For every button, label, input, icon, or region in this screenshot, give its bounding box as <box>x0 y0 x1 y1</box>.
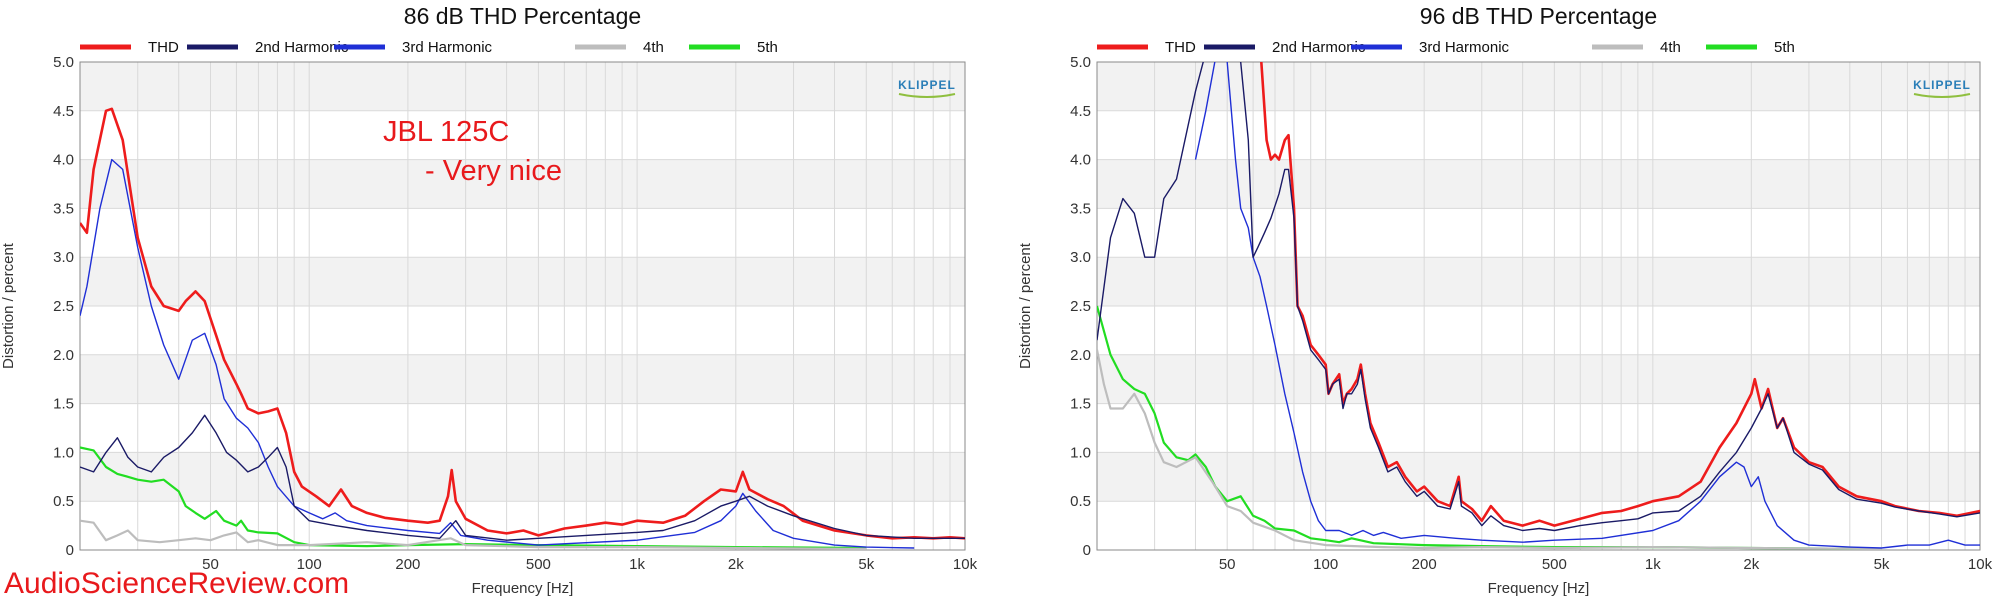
y-tick-label: 4.0 <box>1070 152 1091 169</box>
x-tick-label: 5k <box>1874 556 1890 573</box>
klippel-logo-swoosh <box>898 93 956 98</box>
x-tick-label: 1k <box>1645 556 1661 573</box>
legend-label: THD <box>1165 39 1196 56</box>
x-tick-label: 200 <box>1412 556 1437 573</box>
x-tick-label: 1k <box>629 556 645 573</box>
site-watermark: AudioScienceReview.com <box>4 567 350 600</box>
grid <box>1096 61 1981 551</box>
x-tick-label: 2k <box>1743 556 1759 573</box>
klippel-logo: KLIPPEL <box>1913 78 1971 98</box>
y-tick-label: 2.5 <box>53 298 74 315</box>
background-band <box>80 62 965 111</box>
background-band <box>1097 354 1980 404</box>
background-band <box>80 159 965 209</box>
y-tick-label: 4.5 <box>1070 103 1091 120</box>
series-line-4th <box>1097 349 1882 550</box>
chart-title: 86 dB THD Percentage <box>404 3 641 29</box>
legend-label: 3rd Harmonic <box>1419 39 1510 56</box>
plot-frame <box>79 61 966 551</box>
series-group <box>1097 62 1980 550</box>
series-line-3rd-harmonic <box>1194 62 1980 549</box>
annotation-line: JBL 125C <box>383 116 509 148</box>
x-tick-label: 100 <box>297 556 322 573</box>
legend: THD 2nd Harmonic 3rd Harmonic 4th 5th <box>1097 39 1795 56</box>
legend: THD 2nd Harmonic 3rd Harmonic 4th 5th <box>80 39 778 56</box>
y-tick-label: 3.0 <box>1070 249 1091 266</box>
y-tick-label: 1.5 <box>1070 396 1091 413</box>
chart-left: 0 0.5 1.0 1.5 2.0 2.5 3.0 3.5 4.0 4.5 5.0 50 100 200 5… <box>0 3 978 597</box>
y-tick-label: 5.0 <box>53 54 74 71</box>
y-tick-label: 1.5 <box>53 396 74 413</box>
x-tick-label: 2k <box>728 556 744 573</box>
series-line-thd <box>80 107 965 540</box>
x-tick-label: 50 <box>1219 556 1236 573</box>
chart-title: 96 dB THD Percentage <box>1420 3 1657 29</box>
y-tick-label: 0.5 <box>1070 493 1091 510</box>
x-tick-label: 50 <box>202 556 219 573</box>
x-tick-label: 500 <box>526 556 551 573</box>
x-axis-label: Frequency [Hz] <box>1488 580 1590 597</box>
series-line-thd <box>1260 62 1980 527</box>
series-line-2nd-harmonic <box>80 414 965 541</box>
background-band <box>80 452 965 502</box>
background-band <box>80 354 965 404</box>
y-axis-label: Distortion / percent <box>0 242 17 369</box>
legend-label: 5th <box>757 39 778 56</box>
background-band <box>1097 159 1980 209</box>
legend-label: 2nd Harmonic <box>1272 39 1366 56</box>
y-tick-label: 3.5 <box>1070 200 1091 217</box>
klippel-logo-swoosh <box>1913 93 1971 98</box>
y-tick-label: 1.0 <box>53 444 74 461</box>
background-band <box>1097 257 1980 306</box>
series-line-3rd-harmonic <box>80 158 915 549</box>
annotation: JBL 125C - Very nice <box>383 116 562 187</box>
x-tick-label: 5k <box>858 556 874 573</box>
y-tick-label: 5.0 <box>1070 54 1091 71</box>
klippel-logo-text: KLIPPEL <box>898 78 956 92</box>
legend-label: 4th <box>643 39 664 56</box>
klippel-logo-text: KLIPPEL <box>1913 78 1971 92</box>
y-tick-label: 2.0 <box>53 347 74 364</box>
y-tick-label: 0 <box>1083 542 1091 559</box>
chart-right: 0 0.5 1.0 1.5 2.0 2.5 3.0 3.5 4.0 4.5 5.0 50 100 200 5… <box>1017 3 1993 597</box>
x-tick-label: 100 <box>1313 556 1338 573</box>
y-tick-label: 3.0 <box>53 249 74 266</box>
y-axis-label: Distortion / percent <box>1017 242 1034 369</box>
series-group <box>80 107 965 550</box>
x-tick-label: 200 <box>395 556 420 573</box>
y-tick-label: 2.5 <box>1070 298 1091 315</box>
x-tick-label: 10k <box>1968 556 1993 573</box>
series-line-4th <box>80 519 867 550</box>
legend-label: 5th <box>1774 39 1795 56</box>
series-line-5th <box>80 446 867 550</box>
series-line-2nd-harmonic <box>1097 62 1980 532</box>
klippel-logo: KLIPPEL <box>898 78 956 98</box>
x-tick-label: 500 <box>1542 556 1567 573</box>
background-band <box>80 257 965 306</box>
legend-label: 3rd Harmonic <box>402 39 493 56</box>
y-tick-label: 3.5 <box>53 200 74 217</box>
y-tick-label: 1.0 <box>1070 444 1091 461</box>
y-tick-label: 4.0 <box>53 152 74 169</box>
annotation-line: - Very nice <box>425 155 562 187</box>
x-axis-label: Frequency [Hz] <box>472 580 574 597</box>
legend-label: THD <box>148 39 179 56</box>
y-tick-label: 0 <box>66 542 74 559</box>
legend-label: 4th <box>1660 39 1681 56</box>
legend-label: 2nd Harmonic <box>255 39 349 56</box>
y-tick-label: 0.5 <box>53 493 74 510</box>
series-line-5th <box>1097 305 1882 550</box>
y-tick-label: 2.0 <box>1070 347 1091 364</box>
x-tick-label: 10k <box>953 556 978 573</box>
background-band <box>1097 452 1980 502</box>
y-tick-label: 4.5 <box>53 103 74 120</box>
